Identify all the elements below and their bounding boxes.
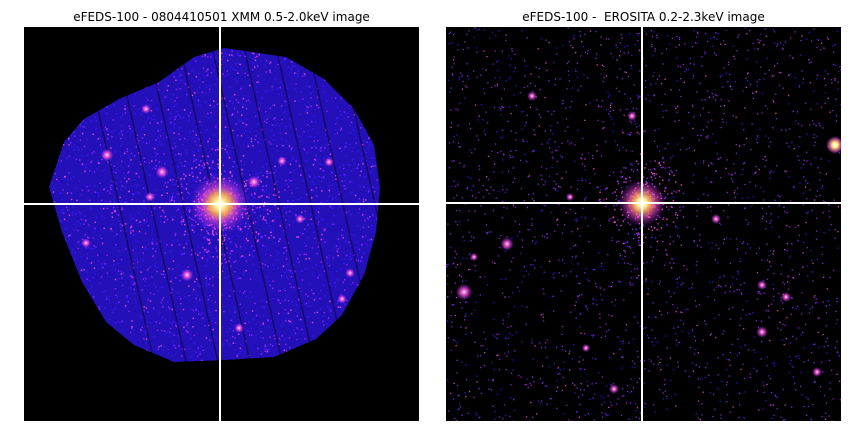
xmm-point-source xyxy=(141,104,151,114)
xmm-image-panel xyxy=(24,27,419,421)
erosita-xray-image xyxy=(446,27,841,421)
xmm-point-source xyxy=(155,165,169,179)
xmm-point-source xyxy=(295,214,305,224)
erosita-point-source xyxy=(500,237,514,251)
xmm-point-source xyxy=(247,175,261,189)
erosita-point-source xyxy=(626,110,638,122)
erosita-point-source xyxy=(811,366,823,378)
xmm-point-source xyxy=(145,192,155,202)
xmm-point-source xyxy=(277,156,287,166)
erosita-point-source xyxy=(469,252,479,262)
xmm-point-source xyxy=(81,238,91,248)
xmm-point-source xyxy=(337,294,347,304)
xmm-point-source xyxy=(100,148,114,162)
erosita-point-source xyxy=(780,291,792,303)
erosita-photon-events xyxy=(446,27,841,421)
erosita-image-title: eFEDS-100 - EROSITA 0.2-2.3keV image xyxy=(522,10,765,24)
xmm-point-source xyxy=(345,268,355,278)
erosita-point-source xyxy=(756,326,768,338)
xmm-point-source xyxy=(324,157,334,167)
erosita-point-source xyxy=(608,383,620,395)
erosita-point-source xyxy=(526,90,538,102)
xmm-point-sources xyxy=(81,104,355,333)
erosita-edge-source xyxy=(826,136,841,154)
xmm-image-title: eFEDS-100 - 0804410501 XMM 0.5-2.0keV im… xyxy=(73,10,370,24)
xmm-point-source xyxy=(180,268,194,282)
erosita-image-panel xyxy=(446,27,841,421)
xmm-point-source xyxy=(234,323,244,333)
xmm-xray-image xyxy=(24,27,419,421)
erosita-point-sources xyxy=(455,90,823,395)
erosita-point-source xyxy=(581,343,591,353)
erosita-point-source xyxy=(710,213,722,225)
erosita-point-source xyxy=(756,279,768,291)
erosita-point-source xyxy=(565,192,575,202)
erosita-point-source xyxy=(455,283,473,301)
